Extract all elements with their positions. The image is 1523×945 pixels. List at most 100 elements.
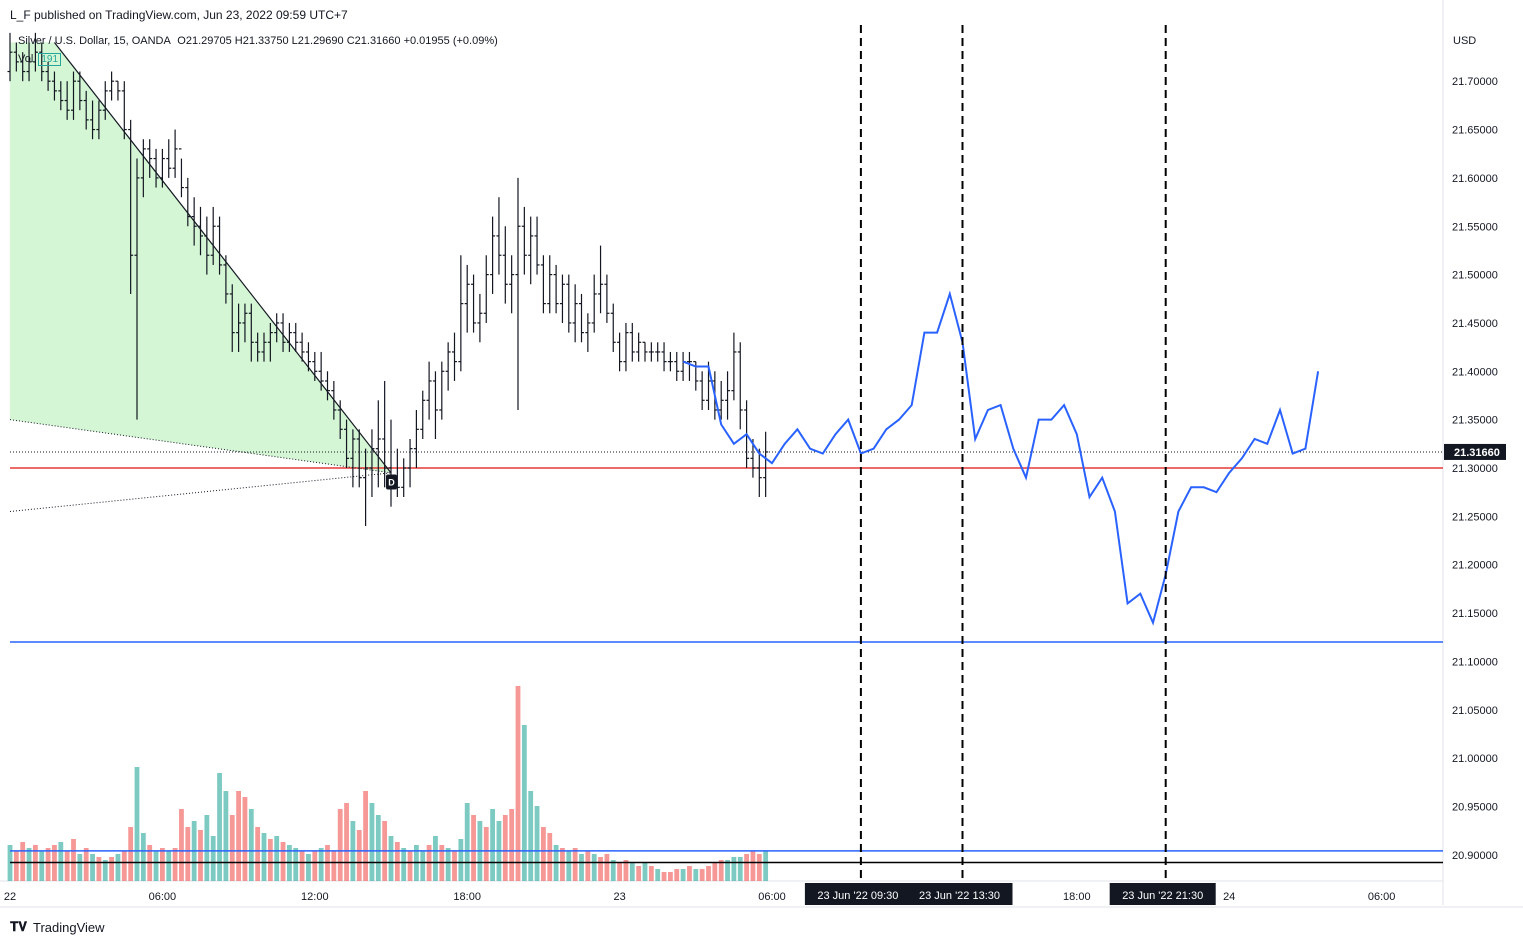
volume-bars <box>7 686 769 881</box>
ohlc-bar-15 <box>102 81 108 120</box>
ohlc-bar-11 <box>77 71 83 111</box>
ohlc-bar-61 <box>394 448 400 498</box>
volume-bar-48 <box>312 851 318 881</box>
symbol-legend[interactable]: Silver / U.S. Dollar, 15, OANDA O21.2970… <box>18 35 498 47</box>
volume-bar-58 <box>375 815 381 881</box>
ohlc-bar-49 <box>318 351 324 391</box>
ohlc-bar-71 <box>458 255 464 372</box>
volume-bar-110 <box>706 866 711 881</box>
horizontal-levels[interactable] <box>10 451 1443 864</box>
volume-value: 191 <box>38 53 62 66</box>
forecast-path[interactable] <box>682 290 1320 626</box>
volume-bar-63 <box>407 851 413 881</box>
ohlc-bar-56 <box>363 448 369 527</box>
price-tick-5: 21.45000 <box>1452 318 1498 330</box>
ohlc-bar-99 <box>636 332 642 362</box>
trendlines[interactable] <box>9 42 392 513</box>
volume-bar-46 <box>299 851 305 881</box>
ohlc-bar-19 <box>128 119 134 294</box>
price-tick-8: 21.30000 <box>1452 463 1498 475</box>
volume-bar-45 <box>293 848 299 881</box>
volume-bar-79 <box>509 809 515 881</box>
ohlc-bar-119 <box>763 431 769 498</box>
volume-bar-109 <box>699 869 705 881</box>
ohlc-bar-100 <box>642 341 648 362</box>
ohlc-bar-24 <box>159 148 165 188</box>
ohlc-bar-92 <box>591 274 597 333</box>
volume-legend[interactable]: Vol 191 <box>18 53 62 66</box>
ohlc-bar-74 <box>477 293 483 343</box>
time-tick-5: 06:00 <box>758 891 786 903</box>
volume-bar-28 <box>185 827 191 881</box>
price-axis[interactable]: 21.70000 21.65000 21.60000 21.55000 21.50000… <box>1444 76 1506 862</box>
ohlc-bar-1 <box>13 42 19 72</box>
volume-bar-103 <box>661 872 667 881</box>
date-highlight-box-0 <box>804 883 911 905</box>
ohlc-bar-39 <box>255 332 261 362</box>
volume-bar-31 <box>204 815 210 881</box>
volume-bar-11 <box>77 854 83 881</box>
ohlc-bar-9 <box>64 81 70 120</box>
ohlc-bar-84 <box>540 255 546 314</box>
volume-bar-26 <box>172 848 178 881</box>
date-highlight-box-2 <box>1109 883 1216 905</box>
vertical-markers[interactable] <box>859 25 1167 881</box>
ohlc-bar-106 <box>680 351 686 381</box>
ohlc-bar-47 <box>305 342 311 372</box>
ohlc-bar-67 <box>432 371 438 439</box>
volume-bar-15 <box>102 860 108 881</box>
wedge-shade <box>10 42 391 473</box>
volume-bar-107 <box>687 866 692 881</box>
forecast-line <box>682 290 1320 626</box>
volume-bar-18 <box>121 851 127 881</box>
volume-bar-39 <box>255 827 261 881</box>
volume-bar-3 <box>26 848 32 881</box>
ohlc-bar-78 <box>502 226 508 304</box>
volume-bar-16 <box>109 857 114 881</box>
volume-bar-83 <box>534 806 540 881</box>
ohlc-bar-62 <box>401 458 407 498</box>
ohlc-bar-45 <box>293 322 299 352</box>
date-highlight-label-2: 23 Jun '22 21:30 <box>1122 890 1203 902</box>
ohlc-bar-90 <box>579 293 584 343</box>
volume-bar-65 <box>420 851 426 881</box>
price-tick-3: 21.55000 <box>1452 221 1498 233</box>
volume-bar-82 <box>528 791 534 881</box>
price-tick-15: 20.95000 <box>1452 801 1498 813</box>
volume-bar-52 <box>337 809 343 881</box>
volume-bar-1 <box>13 851 19 881</box>
date-highlight-label-1: 23 Jun '22 13:30 <box>919 890 1000 902</box>
time-tick-8: 06:00 <box>1368 891 1396 903</box>
ohlc-bar-68 <box>439 361 445 420</box>
ohlc-bar-63 <box>407 438 413 488</box>
ohlc-bar-36 <box>236 303 242 352</box>
ohlc-bar-16 <box>109 71 115 101</box>
ohlc-bar-73 <box>471 274 477 333</box>
volume-bar-38 <box>248 809 254 881</box>
ohlc-bar-40 <box>261 332 267 362</box>
volume-bar-14 <box>96 857 102 881</box>
volume-bar-89 <box>572 848 578 881</box>
volume-bar-113 <box>725 860 730 881</box>
volume-bar-6 <box>45 848 51 881</box>
ohlc-bar-50 <box>325 371 330 401</box>
ohlc-bar-95 <box>610 303 616 352</box>
time-axis[interactable]: 22 06:00 12:00 18:00 23 06:00 18:00 24 06:00 23 J… <box>4 883 1395 905</box>
symbol-name: Silver / U.S. Dollar, 15, OANDA <box>18 35 171 47</box>
ohlc-bar-30 <box>198 206 203 256</box>
ohlc-bar-38 <box>248 303 254 362</box>
price-tick-13: 21.05000 <box>1452 705 1498 717</box>
ohlc-bar-54 <box>350 429 356 488</box>
ohlc-bar-77 <box>496 197 502 275</box>
volume-bar-12 <box>83 848 89 881</box>
tradingview-logo[interactable]: 𝐓𝐕 TradingView <box>10 919 105 935</box>
ohlc-bar-46 <box>299 332 305 362</box>
ohlc-bar-57 <box>369 429 375 498</box>
volume-bar-61 <box>394 842 400 881</box>
ohlc-bar-94 <box>604 274 610 323</box>
volume-bar-87 <box>560 848 565 881</box>
ohlc-bar-53 <box>344 419 350 468</box>
volume-bar-25 <box>166 851 172 881</box>
volume-bar-8 <box>58 842 64 881</box>
